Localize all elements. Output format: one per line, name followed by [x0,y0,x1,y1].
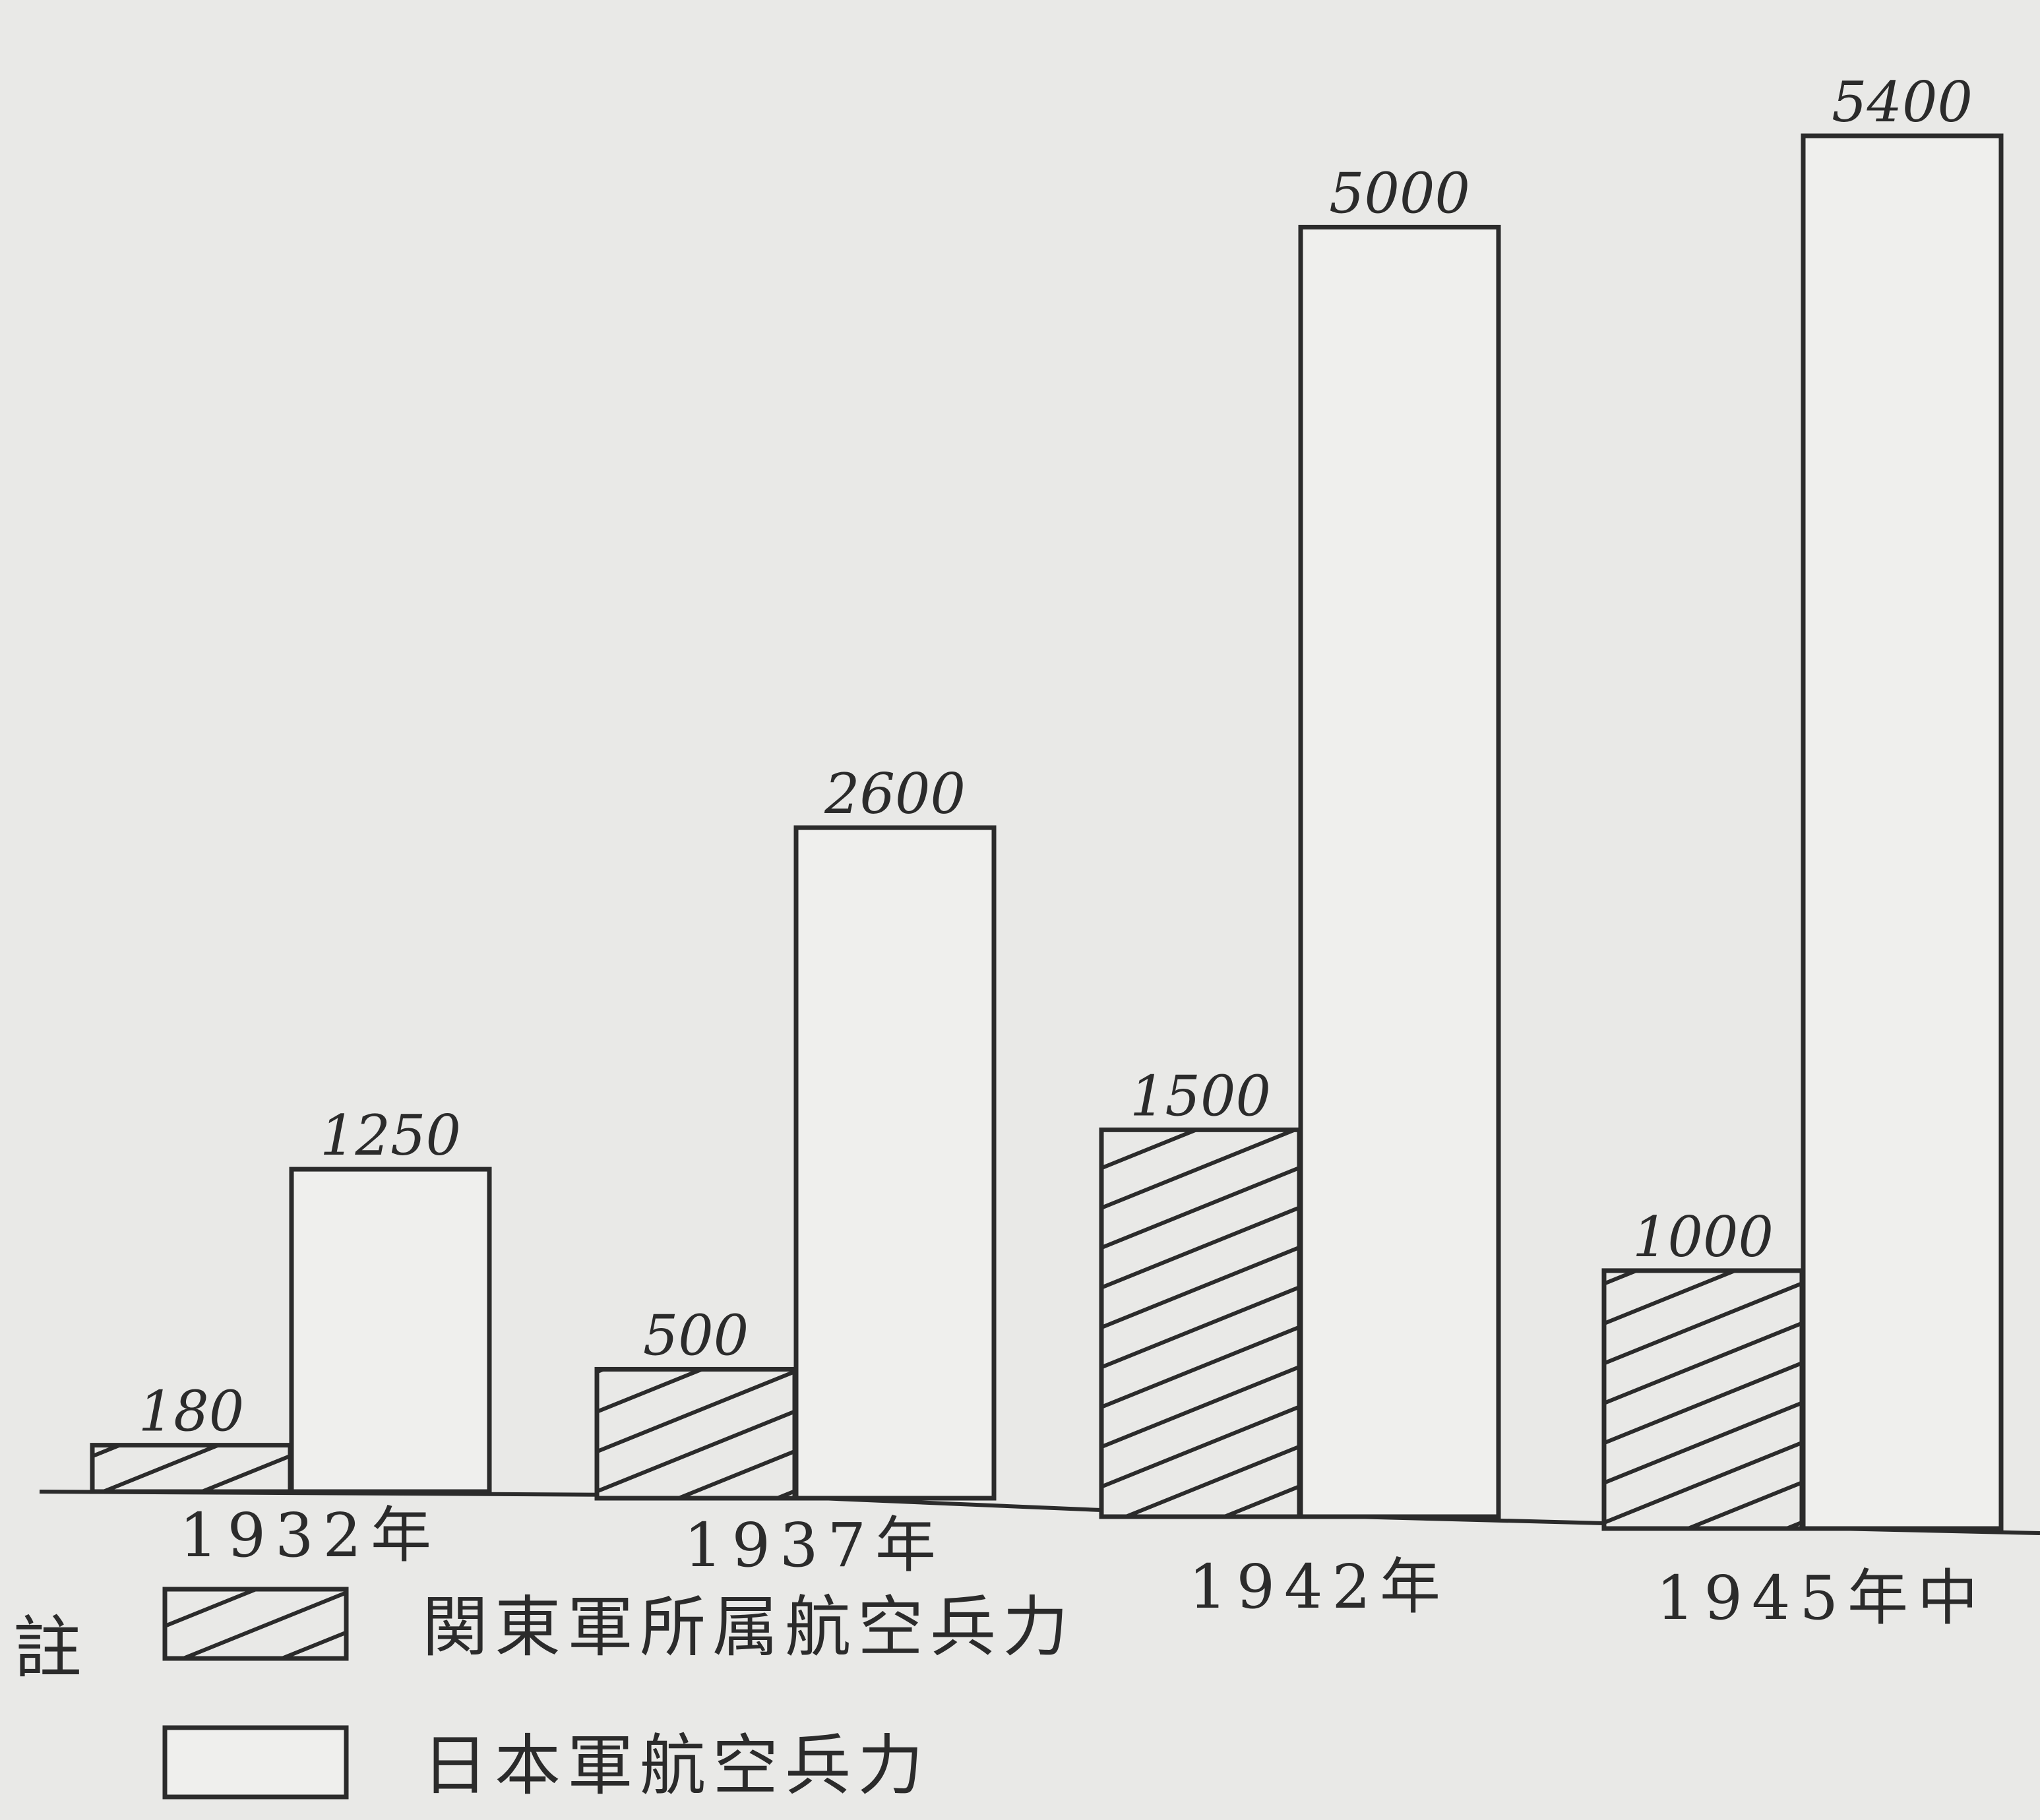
bar-hatched-3 [1099,1127,1302,1519]
data-label-open-1: 1250 [320,1103,461,1168]
legend-label-2: 日本軍航空兵力 [422,1727,930,1804]
legend-swatch-1 [162,1587,349,1661]
data-label-open-3: 5000 [1329,161,1470,226]
bar-hatched-1 [90,1443,293,1494]
data-label-hatched-2: 500 [643,1303,749,1368]
bars-layer [39,133,2040,1535]
labels-layer: 180 1250 1932年 500 2600 1937年 1500 5000 1942年 100… [139,70,1987,1633]
bar-open-3 [1298,224,1501,1519]
bar-open-4 [1801,133,2004,1531]
bar-hatched-4 [1601,1268,1805,1531]
legend-label-1: 関東軍所属航空兵力 [422,1589,1075,1666]
category-label-3: 1942年 [1189,1552,1450,1622]
bar-open-1 [289,1167,492,1494]
category-label-2: 1937年 [684,1510,945,1581]
data-label-open-4: 5400 [1832,70,1973,135]
data-label-hatched-4: 1000 [1632,1205,1774,1269]
data-label-hatched-1: 180 [139,1380,244,1444]
legend-swatch-2 [162,1725,349,1800]
legend-title: 註 [13,1608,82,1688]
category-label-4: 1945年中 [1656,1563,1987,1633]
data-label-open-2: 2600 [824,762,966,826]
bar-hatched-2 [594,1366,797,1501]
bar-open-2 [793,825,997,1501]
data-label-hatched-3: 1500 [1130,1064,1271,1128]
category-label-1: 1932年 [179,1500,441,1571]
